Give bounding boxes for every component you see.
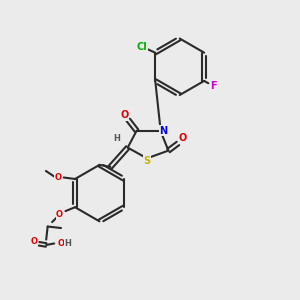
- Text: O: O: [121, 110, 129, 120]
- Text: F: F: [210, 81, 217, 91]
- Text: H: H: [64, 239, 71, 248]
- Text: O: O: [30, 237, 37, 246]
- Text: S: S: [143, 156, 151, 166]
- Text: Cl: Cl: [136, 42, 147, 52]
- Text: H: H: [113, 134, 120, 143]
- Text: O: O: [58, 239, 64, 248]
- Text: O: O: [54, 173, 61, 182]
- Text: N: N: [159, 126, 167, 136]
- Text: O: O: [56, 210, 63, 219]
- Text: O: O: [178, 133, 187, 143]
